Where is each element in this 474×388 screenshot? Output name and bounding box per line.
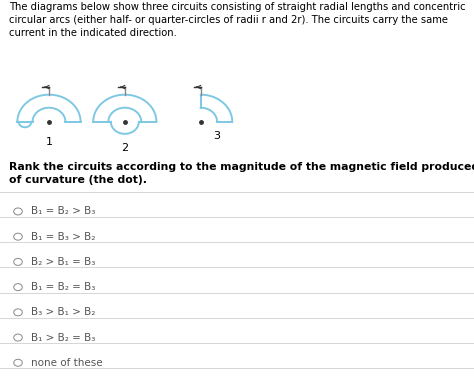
Text: B₁ = B₂ > B₃: B₁ = B₂ > B₃: [31, 206, 95, 217]
Text: Rank the circuits according to the magnitude of the magnetic field produced at t: Rank the circuits according to the magni…: [9, 162, 474, 185]
Text: B₁ > B₂ = B₃: B₁ > B₂ = B₃: [31, 333, 95, 343]
Text: B₁ = B₂ = B₃: B₁ = B₂ = B₃: [31, 282, 95, 292]
Text: none of these: none of these: [31, 358, 102, 368]
Text: 2: 2: [121, 143, 128, 153]
Text: The diagrams below show three circuits consisting of straight radial lengths and: The diagrams below show three circuits c…: [9, 2, 466, 38]
Text: B₂ > B₁ = B₃: B₂ > B₁ = B₃: [31, 257, 95, 267]
Text: B₁ = B₃ > B₂: B₁ = B₃ > B₂: [31, 232, 95, 242]
Text: B₃ > B₁ > B₂: B₃ > B₁ > B₂: [31, 307, 95, 317]
Text: 3: 3: [213, 131, 220, 141]
Text: 1: 1: [46, 137, 53, 147]
